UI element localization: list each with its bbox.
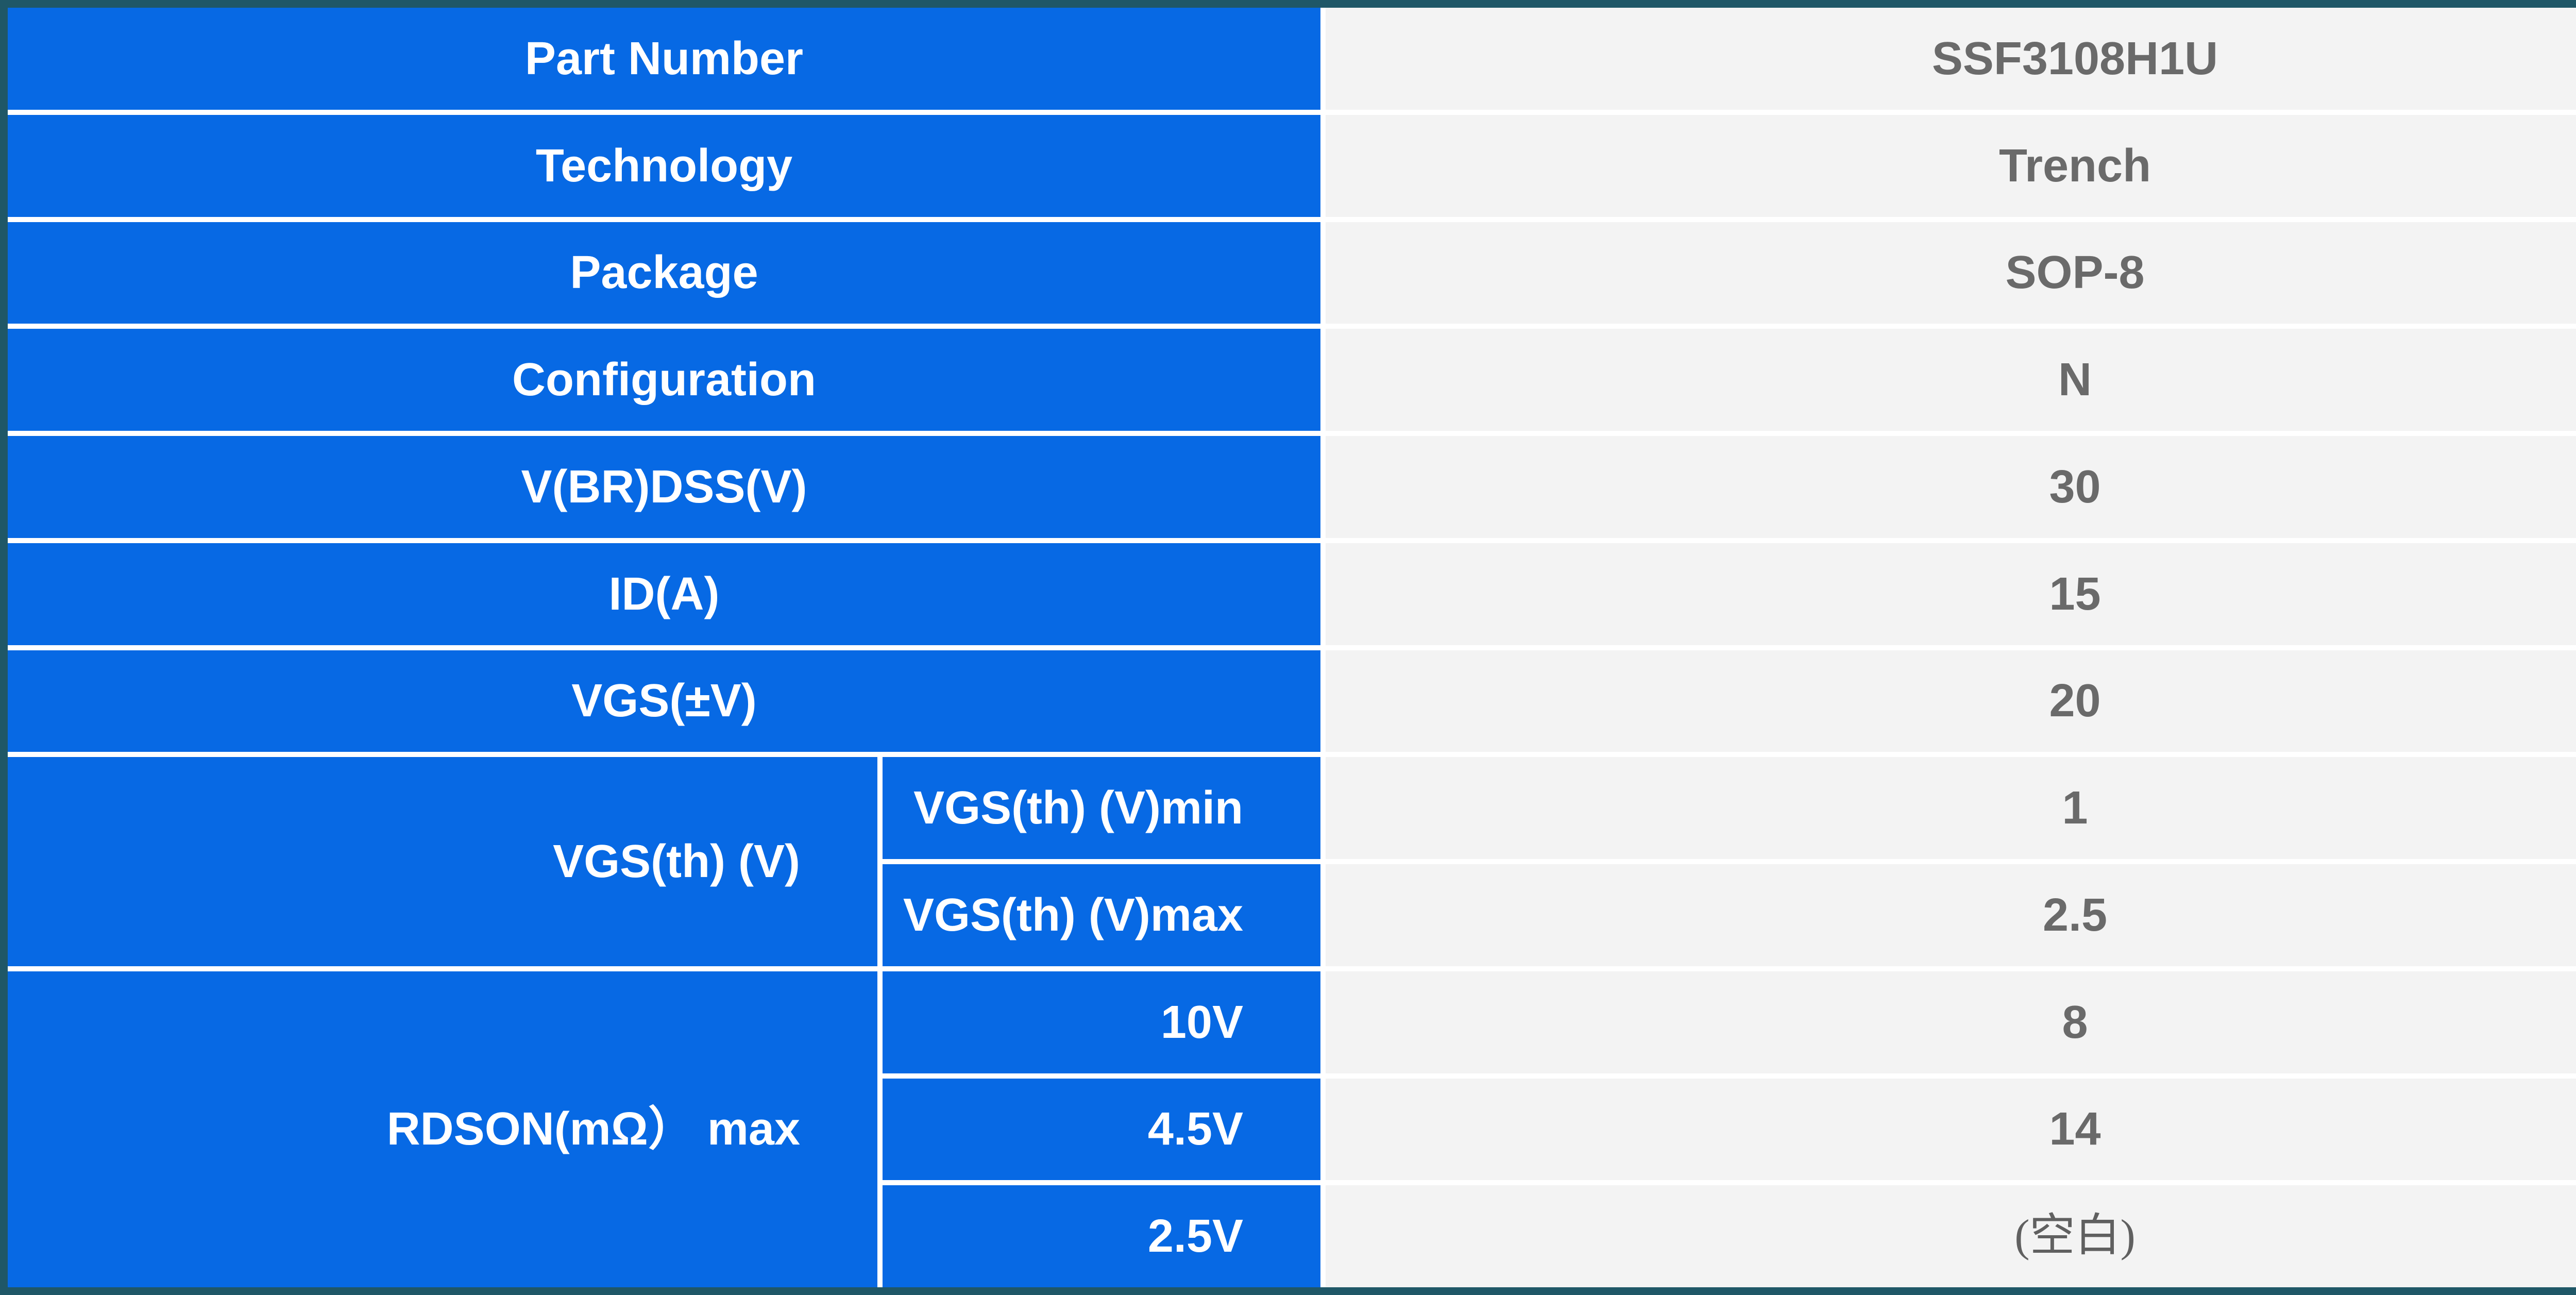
sub-label-vgsth-min: VGS(th) (V)min bbox=[883, 757, 1320, 859]
sub-value-rdson-10v: 8 bbox=[1326, 971, 2576, 1073]
sub-value-vgsth-min: 1 bbox=[1326, 757, 2576, 859]
row-value-configuration: N bbox=[1326, 329, 2576, 431]
sub-label-rdson-10v: 10V bbox=[883, 971, 1320, 1073]
row-value-vgs: 20 bbox=[1326, 650, 2576, 752]
row-label-vgs: VGS(±V) bbox=[8, 650, 1320, 752]
row-label-technology: Technology bbox=[8, 114, 1320, 217]
row-label-package: Package bbox=[8, 222, 1320, 324]
row-label-part-number: Part Number bbox=[8, 8, 1320, 110]
row-value-part-number: SSF3108H1U bbox=[1326, 8, 2576, 110]
sub-value-rdson-2v5: (空白) bbox=[1326, 1185, 2576, 1287]
row-value-id: 15 bbox=[1326, 543, 2576, 645]
row-label-vbrdss: V(BR)DSS(V) bbox=[8, 436, 1320, 538]
group-label-vgsth: VGS(th) (V) bbox=[8, 757, 877, 966]
spec-table-grid: Part Number SSF3108H1U Technology Trench… bbox=[8, 8, 2576, 1287]
row-value-vbrdss: 30 bbox=[1326, 436, 2576, 538]
sub-label-rdson-4v5: 4.5V bbox=[883, 1078, 1320, 1181]
group-label-rdson: RDSON(mΩ） max bbox=[8, 971, 877, 1287]
sub-label-rdson-2v5: 2.5V bbox=[883, 1185, 1320, 1287]
row-value-package: SOP-8 bbox=[1326, 222, 2576, 324]
row-value-technology: Trench bbox=[1326, 114, 2576, 217]
sub-value-vgsth-max: 2.5 bbox=[1326, 864, 2576, 966]
row-label-id: ID(A) bbox=[8, 543, 1320, 645]
sub-value-rdson-4v5: 14 bbox=[1326, 1078, 2576, 1181]
row-label-configuration: Configuration bbox=[8, 329, 1320, 431]
sub-label-vgsth-max: VGS(th) (V)max bbox=[883, 864, 1320, 966]
